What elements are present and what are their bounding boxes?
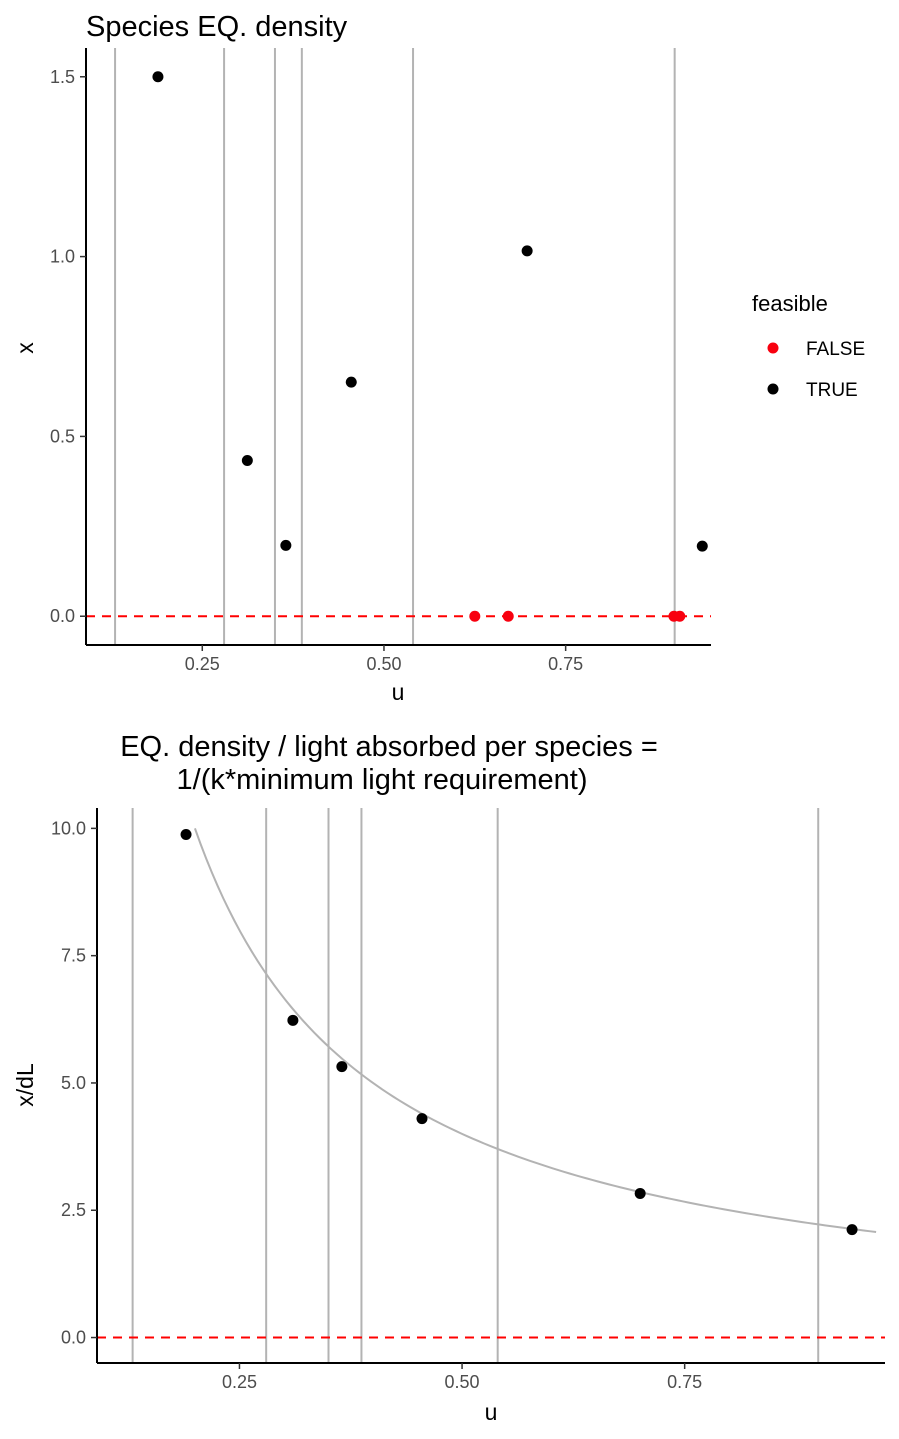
point-s0-1 xyxy=(502,610,514,622)
panel-1-points xyxy=(152,71,708,622)
panel-1-y-ticks: 0.0 0.5 1.0 1.5 xyxy=(50,67,86,626)
legend-key-true xyxy=(767,383,779,395)
legend-label-true: TRUE xyxy=(806,380,858,401)
y-tick-label-3: 1.5 xyxy=(50,67,75,87)
legend-title: feasible xyxy=(752,291,828,316)
panel-1-y-axis-title: x xyxy=(12,342,38,354)
y-tick-label-2: 5.0 xyxy=(61,1073,86,1093)
panel-2-points xyxy=(180,828,858,1236)
point-s0-3 xyxy=(416,1113,428,1125)
panel-1: Species EQ. density 0.25 0.50 0.75 0.0 0.5 1… xyxy=(12,11,865,705)
panel-2-vlines xyxy=(131,808,820,1363)
panel-1-x-ticks: 0.25 0.50 0.75 xyxy=(185,645,583,674)
point-s0-0 xyxy=(180,828,192,840)
point-s1-2 xyxy=(280,539,292,551)
panel-2-title: EQ. density / light absorbed per species… xyxy=(120,731,658,763)
panel-2-subtitle: 1/(k*minimum light requirement) xyxy=(177,764,588,796)
panel-2: EQ. density / light absorbed per species… xyxy=(12,731,885,1425)
point-s0-1 xyxy=(287,1014,299,1026)
x-tick-label-1: 0.50 xyxy=(366,654,401,674)
x-tick-label-1: 0.50 xyxy=(445,1372,480,1392)
panel-1-vlines xyxy=(114,48,676,645)
point-s1-4 xyxy=(521,245,533,257)
x-tick-label-0: 0.25 xyxy=(185,654,220,674)
point-s0-3 xyxy=(674,610,686,622)
point-s0-2 xyxy=(336,1061,348,1073)
y-tick-label-1: 0.5 xyxy=(50,426,75,446)
panel-1-title: Species EQ. density xyxy=(86,11,348,43)
panel-2-x-ticks: 0.25 0.50 0.75 xyxy=(222,1363,702,1392)
x-tick-label-0: 0.25 xyxy=(222,1372,257,1392)
panel-2-y-ticks: 0.0 2.5 5.0 7.5 10.0 xyxy=(51,818,97,1348)
y-tick-label-1: 2.5 xyxy=(61,1200,86,1220)
panel-2-fit-curve xyxy=(193,828,877,1234)
point-s1-3 xyxy=(345,376,357,388)
legend: feasible FALSE TRUE xyxy=(752,291,865,401)
point-s0-0 xyxy=(469,610,481,622)
y-tick-label-3: 7.5 xyxy=(61,946,86,966)
point-s0-4 xyxy=(634,1187,646,1199)
point-s0-5 xyxy=(846,1224,858,1236)
panel-2-x-axis-title: u xyxy=(485,1399,498,1425)
panel-1-x-axis-title: u xyxy=(392,679,405,705)
point-s1-5 xyxy=(696,540,708,552)
x-tick-label-2: 0.75 xyxy=(548,654,583,674)
y-tick-label-0: 0.0 xyxy=(50,606,75,626)
legend-label-false: FALSE xyxy=(806,339,865,360)
point-s1-1 xyxy=(241,455,253,467)
y-tick-label-2: 1.0 xyxy=(50,247,75,267)
y-tick-label-0: 0.0 xyxy=(61,1328,86,1348)
panel-2-y-axis-title: x/dL xyxy=(12,1063,38,1107)
x-tick-label-2: 0.75 xyxy=(667,1372,702,1392)
y-tick-label-4: 10.0 xyxy=(51,818,86,838)
point-s1-0 xyxy=(152,71,164,83)
legend-key-false xyxy=(767,342,779,354)
